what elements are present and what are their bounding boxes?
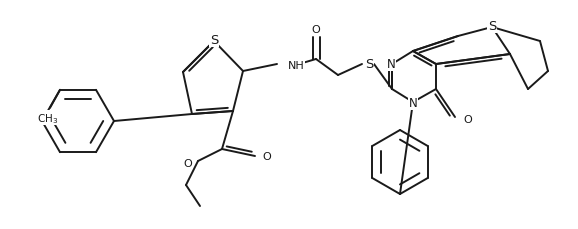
Text: O: O (312, 25, 320, 35)
Text: O: O (183, 158, 192, 168)
Text: O: O (463, 114, 472, 124)
Text: S: S (210, 34, 218, 47)
Text: S: S (488, 20, 496, 33)
Text: N: N (409, 97, 417, 110)
Text: NH: NH (288, 61, 305, 71)
Text: CH$_3$: CH$_3$ (38, 112, 58, 125)
Text: O: O (262, 151, 271, 161)
Text: S: S (365, 57, 373, 70)
Text: N: N (387, 58, 395, 71)
